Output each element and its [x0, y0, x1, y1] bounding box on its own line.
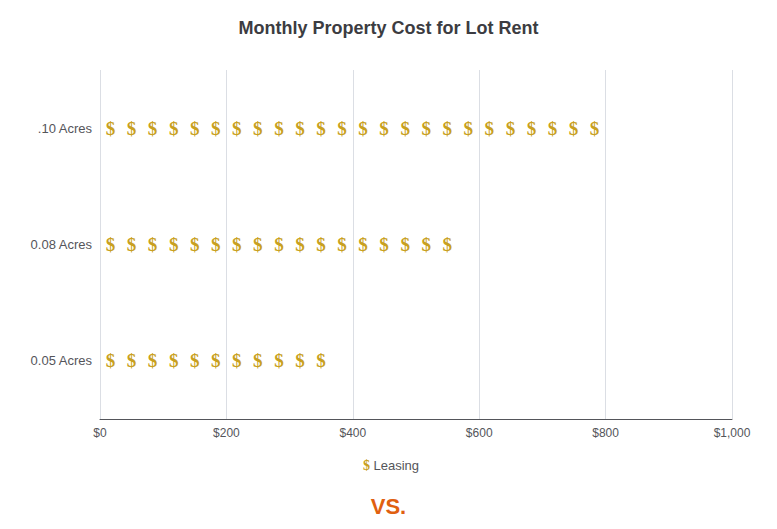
- svg-text:$: $: [211, 234, 221, 255]
- svg-text:$: $: [295, 350, 305, 371]
- svg-text:$: $: [443, 234, 453, 255]
- svg-text:$: $: [485, 118, 495, 139]
- svg-text:$: $: [337, 234, 347, 255]
- svg-text:$: $: [190, 234, 200, 255]
- svg-text:$: $: [169, 234, 179, 255]
- svg-text:$: $: [379, 118, 389, 139]
- svg-text:$400: $400: [339, 426, 366, 440]
- svg-text:$: $: [274, 118, 284, 139]
- svg-text:$: $: [569, 118, 579, 139]
- svg-text:$: $: [106, 118, 116, 139]
- svg-text:$: $: [148, 350, 158, 371]
- svg-text:$: $: [253, 350, 263, 371]
- svg-text:$: $: [253, 118, 263, 139]
- svg-text:$: $: [169, 350, 179, 371]
- svg-text:VS.: VS.: [371, 494, 406, 519]
- svg-text:$800: $800: [592, 426, 619, 440]
- svg-text:$: $: [211, 118, 221, 139]
- svg-text:$: $: [590, 118, 600, 139]
- svg-text:$: $: [148, 118, 158, 139]
- svg-text:$: $: [443, 118, 453, 139]
- svg-text:$: $: [106, 350, 116, 371]
- svg-text:$: $: [295, 234, 305, 255]
- svg-text:$: $: [358, 118, 368, 139]
- svg-text:$: $: [232, 350, 242, 371]
- svg-text:Monthly Property Cost for Lot: Monthly Property Cost for Lot Rent: [239, 18, 539, 38]
- svg-text:0.05 Acres: 0.05 Acres: [31, 353, 93, 368]
- svg-text:$: $: [274, 234, 284, 255]
- svg-text:$: $: [400, 118, 410, 139]
- svg-text:$: $: [127, 350, 137, 371]
- svg-text:$: $: [358, 234, 368, 255]
- svg-text:0.08 Acres: 0.08 Acres: [31, 237, 93, 252]
- svg-text:$: $: [169, 118, 179, 139]
- svg-text:$: $: [148, 234, 158, 255]
- svg-text:$: $: [506, 118, 515, 139]
- svg-text:$: $: [316, 118, 326, 139]
- svg-text:$: $: [379, 234, 389, 255]
- svg-text:$: $: [190, 350, 200, 371]
- svg-text:$: $: [316, 350, 326, 371]
- svg-text:$: $: [127, 118, 137, 139]
- svg-text:$: $: [337, 118, 347, 139]
- svg-text:$: $: [253, 234, 263, 255]
- svg-text:$0: $0: [93, 426, 107, 440]
- svg-text:$: $: [363, 458, 370, 473]
- svg-text:$: $: [527, 118, 537, 139]
- svg-text:$: $: [548, 118, 558, 139]
- svg-text:$: $: [106, 234, 116, 255]
- svg-text:$600: $600: [466, 426, 493, 440]
- svg-text:$: $: [464, 118, 474, 139]
- svg-text:$: $: [211, 350, 221, 371]
- svg-text:$: $: [400, 234, 410, 255]
- svg-text:$1,000: $1,000: [714, 426, 751, 440]
- svg-text:$: $: [421, 118, 431, 139]
- svg-text:$: $: [295, 118, 305, 139]
- svg-text:$: $: [127, 234, 137, 255]
- svg-text:$: $: [232, 118, 242, 139]
- svg-text:.10 Acres: .10 Acres: [38, 121, 93, 136]
- svg-text:$: $: [190, 118, 200, 139]
- svg-text:$: $: [274, 350, 284, 371]
- svg-text:$200: $200: [213, 426, 240, 440]
- svg-text:$: $: [421, 234, 431, 255]
- svg-text:$: $: [316, 234, 326, 255]
- svg-text:$: $: [232, 234, 242, 255]
- svg-text:Leasing: Leasing: [370, 458, 419, 473]
